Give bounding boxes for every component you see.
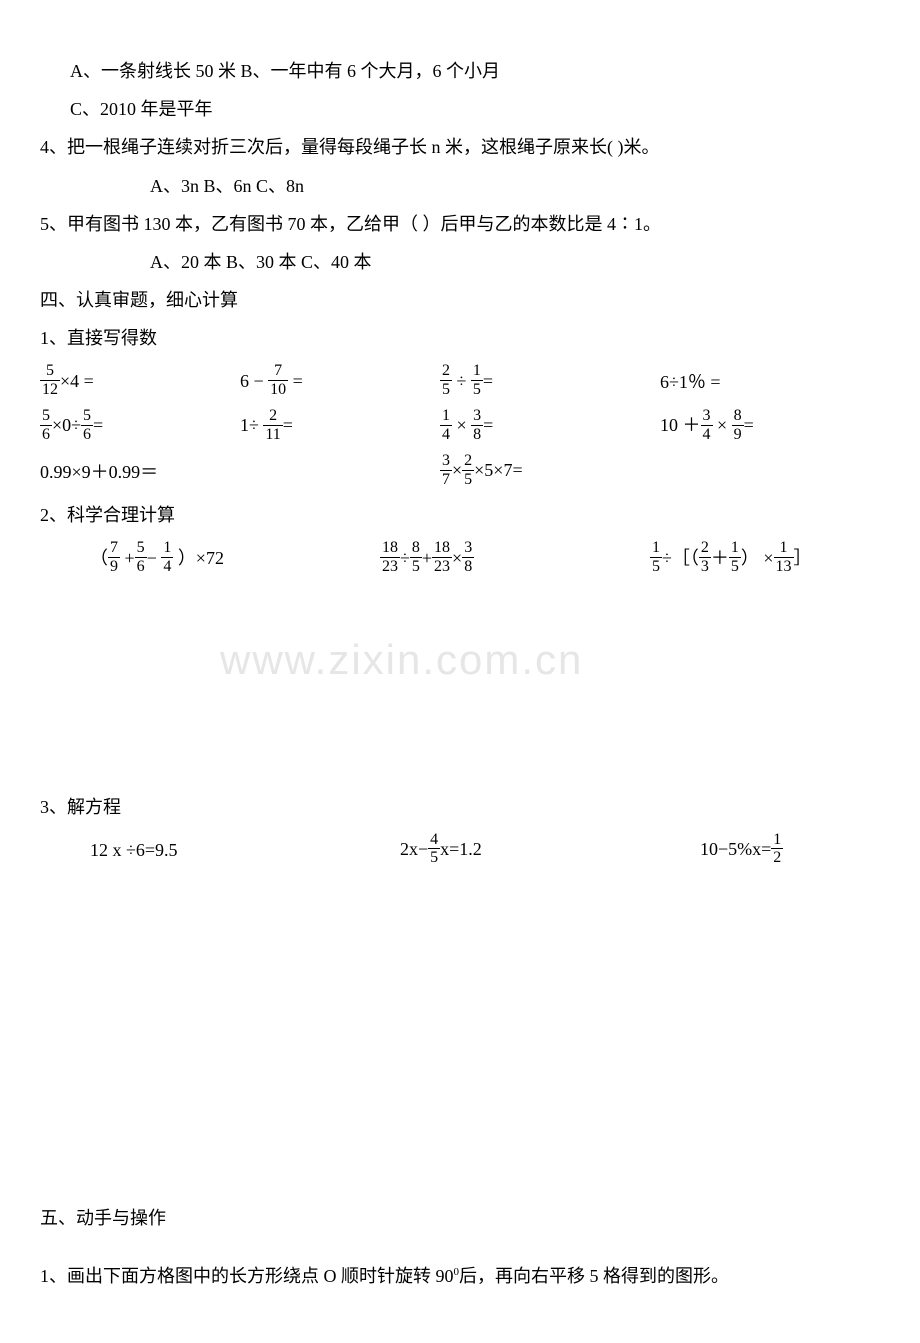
text: ×4 = bbox=[60, 371, 94, 391]
text: A、3n B、6n C、8n bbox=[150, 176, 304, 196]
text: 2、科学合理计算 bbox=[40, 505, 175, 525]
q3-option-ab: A、一条射线长 50 米 B、一年中有 6 个大月，6 个小月 bbox=[40, 54, 880, 88]
fraction: 14 bbox=[440, 407, 452, 443]
fraction: 710 bbox=[268, 362, 288, 398]
text: × bbox=[452, 548, 462, 568]
fraction: 85 bbox=[410, 539, 422, 575]
text: ］ bbox=[794, 548, 812, 568]
fraction: 45 bbox=[428, 831, 440, 867]
text: 10 ＋ bbox=[660, 415, 701, 435]
calc-row-2: 56×0÷56= 1÷ 211= 14 × 38= 10 ＋34 × 89= bbox=[40, 408, 880, 445]
text: = bbox=[483, 415, 493, 435]
fraction: 15 bbox=[729, 539, 741, 575]
text: ＋ bbox=[711, 548, 729, 568]
text: 五、动手与操作 bbox=[40, 1208, 166, 1228]
calc-row-3: 0.99×9＋0.99＝ 37×25×5×7= bbox=[40, 453, 880, 490]
text: ÷ bbox=[452, 371, 471, 391]
fraction: 56 bbox=[81, 407, 93, 443]
text: 6 − bbox=[240, 371, 268, 391]
text: = bbox=[483, 371, 493, 391]
text: 1、画出下面方格图中的长方形绕点 O 顺时针旋转 90 bbox=[40, 1266, 454, 1286]
text: A、20 本 B、30 本 C、40 本 bbox=[150, 252, 372, 272]
section4-title: 四、认真审题，细心计算 bbox=[40, 283, 880, 317]
fraction: 23 bbox=[699, 539, 711, 575]
fraction: 113 bbox=[774, 539, 794, 575]
calc-row-1: 512×4 = 6 − 710 = 25 ÷ 15= 6÷1％ = bbox=[40, 364, 880, 401]
fraction: 15 bbox=[650, 539, 662, 575]
text: + bbox=[422, 548, 432, 568]
fraction: 38 bbox=[471, 407, 483, 443]
section4-1: 1、直接写得数 bbox=[40, 321, 880, 355]
fraction: 1823 bbox=[432, 539, 452, 575]
calc-row-4: （79 +56− 14 ）×72 1823÷85+1823×38 15÷［（23… bbox=[40, 541, 880, 578]
text: 3、解方程 bbox=[40, 797, 121, 817]
fraction: 79 bbox=[108, 539, 120, 575]
section4-3: 3、解方程 bbox=[40, 790, 880, 824]
section4-2: 2、科学合理计算 bbox=[40, 498, 880, 532]
text: ÷［（ bbox=[662, 548, 699, 568]
fraction: 1823 bbox=[380, 539, 400, 575]
text: = bbox=[93, 415, 103, 435]
text: + bbox=[120, 548, 135, 568]
text: （ bbox=[90, 548, 108, 568]
text: = bbox=[288, 371, 303, 391]
fraction: 56 bbox=[135, 539, 147, 575]
text: A、一条射线长 50 米 B、一年中有 6 个大月，6 个小月 bbox=[70, 61, 500, 81]
fraction: 56 bbox=[40, 407, 52, 443]
text: 6÷1％ = bbox=[660, 372, 721, 392]
text: 1、直接写得数 bbox=[40, 328, 157, 348]
section5-1: 1、画出下面方格图中的长方形绕点 O 顺时针旋转 900后，再向右平移 5 格得… bbox=[40, 1259, 880, 1293]
fraction: 512 bbox=[40, 362, 60, 398]
q5: 5、甲有图书 130 本，乙有图书 70 本，乙给甲（ ）后甲与乙的本数比是 4… bbox=[40, 207, 880, 241]
calc-row-5: 12 x ÷6=9.5 2x−45x=1.2 10−5%x=12 bbox=[40, 832, 880, 869]
text: × bbox=[713, 415, 732, 435]
fraction: 25 bbox=[462, 452, 474, 488]
fraction: 37 bbox=[440, 452, 452, 488]
text: 后，再向右平移 5 格得到的图形。 bbox=[459, 1266, 729, 1286]
section5-title: 五、动手与操作 bbox=[40, 1201, 880, 1235]
q4-options: A、3n B、6n C、8n bbox=[40, 169, 880, 203]
q4: 4、把一根绳子连续对折三次后，量得每段绳子长 n 米，这根绳子原来长( )米。 bbox=[40, 130, 880, 164]
text: × bbox=[452, 415, 471, 435]
q5-options: A、20 本 B、30 本 C、40 本 bbox=[40, 245, 880, 279]
text: ） × bbox=[741, 548, 774, 568]
q3-option-c: C、2010 年是平年 bbox=[40, 92, 880, 126]
fraction: 211 bbox=[263, 407, 282, 443]
fraction: 38 bbox=[462, 539, 474, 575]
fraction: 15 bbox=[471, 362, 483, 398]
text: 2x− bbox=[400, 839, 428, 859]
fraction: 34 bbox=[701, 407, 713, 443]
text: − bbox=[147, 548, 162, 568]
text: 4、把一根绳子连续对折三次后，量得每段绳子长 n 米，这根绳子原来长( )米。 bbox=[40, 137, 660, 157]
fraction: 14 bbox=[161, 539, 173, 575]
text: ×5×7= bbox=[474, 460, 522, 480]
text: ×0÷ bbox=[52, 415, 81, 435]
text: C、2010 年是平年 bbox=[70, 99, 213, 119]
fraction: 25 bbox=[440, 362, 452, 398]
text: ）×72 bbox=[173, 548, 224, 568]
fraction: 12 bbox=[771, 831, 783, 867]
text: 5、甲有图书 130 本，乙有图书 70 本，乙给甲（ ）后甲与乙的本数比是 4… bbox=[40, 214, 661, 234]
fraction: 89 bbox=[732, 407, 744, 443]
text: 四、认真审题，细心计算 bbox=[40, 290, 238, 310]
text: 0.99×9＋0.99＝ bbox=[40, 462, 158, 482]
text: 10−5%x= bbox=[700, 839, 771, 859]
text: = bbox=[283, 415, 293, 435]
text: ÷ bbox=[400, 548, 410, 568]
text: x=1.2 bbox=[440, 839, 482, 859]
text: × bbox=[452, 460, 462, 480]
text: 1÷ bbox=[240, 415, 263, 435]
text: = bbox=[744, 415, 754, 435]
text: 12 x ÷6=9.5 bbox=[90, 840, 178, 860]
